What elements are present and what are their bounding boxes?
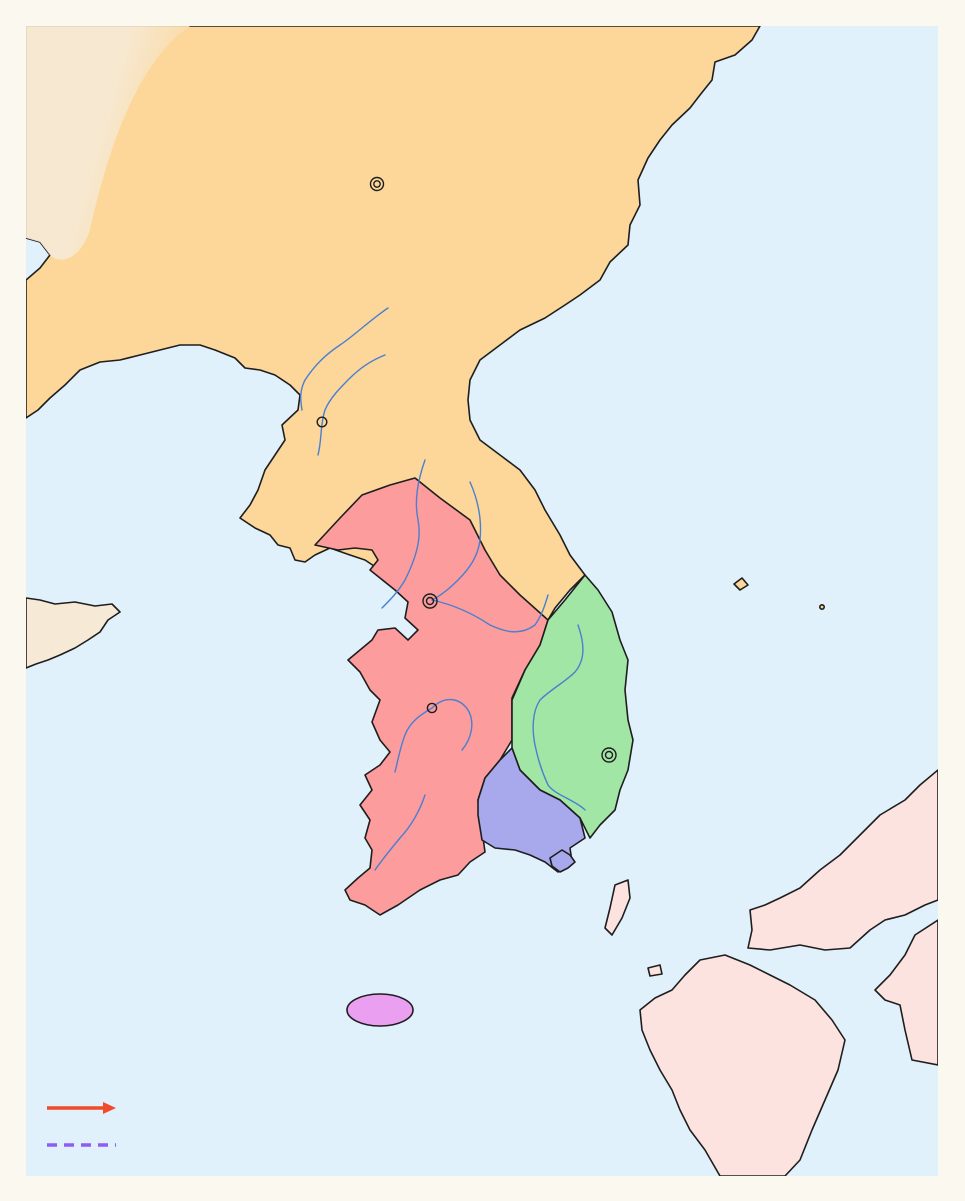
eastern-islet-small[interactable]	[818, 603, 825, 610]
river-han-east	[431, 594, 549, 633]
river-central	[381, 459, 426, 609]
foreign-land-west-peninsula[interactable]	[26, 597, 121, 669]
river-east	[532, 624, 586, 811]
river-west-south	[431, 698, 473, 751]
city-marker-west[interactable]	[426, 702, 438, 714]
foreign-land-west-mainland	[26, 26, 190, 260]
strait-island[interactable]	[604, 879, 631, 936]
capital-marker-west[interactable]	[422, 593, 438, 609]
foreign-land-east-southern-island[interactable]	[874, 919, 938, 1066]
southern-confederacy-territory[interactable]	[477, 747, 586, 873]
foreign-land-east-main-island[interactable]	[747, 769, 938, 951]
legend	[47, 1102, 116, 1147]
foreign-land-east-western-island[interactable]	[639, 954, 846, 1176]
river-north	[300, 307, 389, 411]
island-state-territory[interactable]	[346, 993, 414, 1027]
southern-confederacy-island[interactable]	[549, 849, 576, 873]
legend-solid-arrow	[47, 1102, 116, 1114]
river-north-branch	[317, 354, 386, 456]
river-west-south-branch	[394, 707, 433, 773]
river-southwest	[374, 794, 426, 871]
river-central-branch	[431, 481, 482, 601]
city-marker-north[interactable]	[316, 416, 328, 428]
eastern-islet-large[interactable]	[733, 577, 749, 591]
capital-marker-east[interactable]	[601, 747, 617, 763]
small-strait-island[interactable]	[647, 964, 663, 977]
capital-marker-north[interactable]	[369, 176, 385, 192]
